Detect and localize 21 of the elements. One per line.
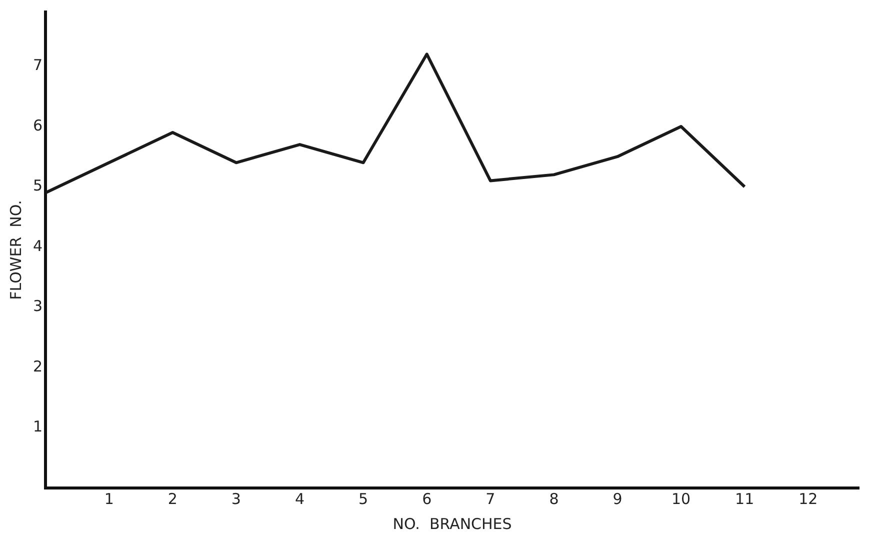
y-tick-label: 1 xyxy=(32,418,43,436)
x-tick-label: 7 xyxy=(486,490,496,508)
y-axis-title: FLOWER NO. xyxy=(6,200,25,300)
y-tick-label: 2 xyxy=(32,357,43,376)
x-tick-label: 2 xyxy=(168,490,178,508)
y-tick-label: 6 xyxy=(32,116,43,134)
x-tick-label: 11 xyxy=(735,490,754,508)
x-tick-label: 12 xyxy=(798,490,818,508)
y-tick-label: 7 xyxy=(32,56,43,74)
x-tick-label: 3 xyxy=(231,490,241,508)
x-tick-label: 10 xyxy=(672,490,691,508)
y-tick-label: 3 xyxy=(32,297,43,316)
x-tick-label: 4 xyxy=(294,490,305,508)
x-tick-label: 5 xyxy=(358,490,368,508)
x-tick-label: 6 xyxy=(422,490,432,508)
x-tick-label: 8 xyxy=(549,490,559,508)
x-tick-label: 9 xyxy=(612,490,622,508)
y-tick-label: 5 xyxy=(32,176,43,195)
y-tick-label: 4 xyxy=(32,236,43,255)
x-tick-label: 1 xyxy=(104,490,114,508)
x-axis-title: NO. BRANCHES xyxy=(392,514,512,533)
